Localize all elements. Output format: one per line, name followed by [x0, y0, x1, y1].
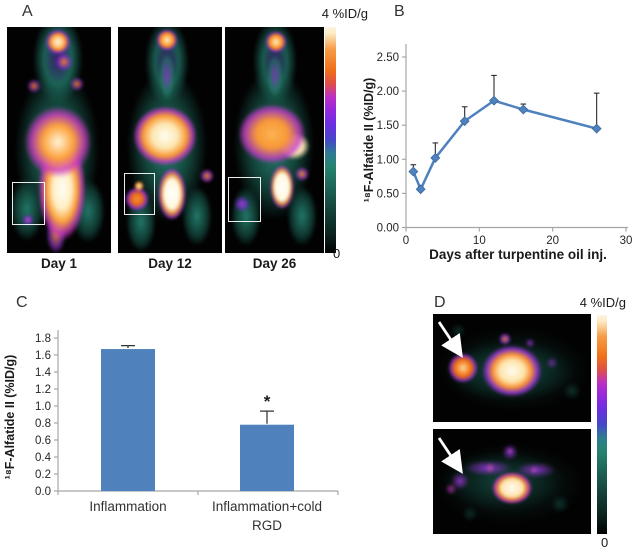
pet-scan-day26	[225, 27, 324, 253]
pet-scan-transverse-1	[433, 314, 591, 422]
significance-asterisk: *	[264, 392, 271, 411]
y-tick-label: 1.00	[377, 154, 399, 166]
scan-caption-day12: Day 12	[148, 256, 192, 271]
y-tick-label: 0.4	[35, 452, 52, 464]
category-label: Inflammation	[89, 499, 166, 514]
pet-image-day1	[7, 27, 111, 253]
y-tick-label: 0.00	[377, 223, 399, 235]
y-axis-title: ¹⁸F-Alfatide II (%ID/g)	[3, 355, 17, 480]
data-markers	[408, 95, 602, 195]
scan-column-day26: Day 26	[225, 27, 324, 271]
diamond-marker	[408, 166, 419, 177]
bar-chart-blocking: 0.0 0.2 0.4 0.6 0.8 1.0 1.2 1.4 1.6 1.8 Inflammati…	[3, 330, 339, 533]
roi-box-day12	[124, 173, 155, 215]
colorbar-a-min-label: 0	[333, 246, 341, 261]
diamond-marker	[591, 123, 602, 134]
line-chart-uptake-over-time: 0.00 0.50 1.00 1.50 2.00 2.50 0 10 20 30 Days afte…	[362, 44, 633, 262]
scan-column-day1: Day 1	[7, 27, 111, 271]
pet-scan-day1	[7, 27, 111, 253]
bar	[101, 349, 155, 491]
y-tick-label: 0.6	[35, 435, 51, 447]
scan-caption-day26: Day 26	[252, 256, 297, 271]
x-tick-label: 20	[546, 235, 559, 247]
x-tick-label: 30	[620, 235, 633, 247]
scan-caption-day1: Day 1	[40, 256, 78, 271]
category-label: RGD	[252, 518, 282, 533]
y-axis-title: ¹⁸F-Alfatide II (%ID/g)	[362, 78, 376, 203]
pet-image-day12	[118, 27, 222, 253]
arrow-icon	[437, 321, 463, 358]
diamond-marker	[459, 116, 470, 127]
colorbar-d	[597, 315, 607, 534]
diamond-marker	[489, 95, 499, 106]
diamond-marker	[415, 184, 426, 195]
pet-scan-day12	[118, 27, 222, 253]
panel-b-label: B	[394, 3, 405, 20]
y-tick-label: 0.50	[377, 188, 399, 200]
error-bars	[410, 74, 600, 190]
colorbar-d-min-label: 0	[601, 535, 609, 548]
pet-scan-transverse-2	[433, 429, 591, 534]
x-tick-label: 0	[403, 235, 409, 247]
y-tick-label: 0.8	[35, 418, 51, 430]
colorbar-a	[325, 27, 336, 253]
y-tick-label: 2.00	[377, 86, 399, 98]
y-tick-label: 1.4	[35, 367, 52, 379]
axes: 0.00 0.50 1.00 1.50 2.00 2.50 0 10 20 30	[377, 44, 633, 247]
x-axis-title: Days after turpentine oil inj.	[429, 247, 607, 262]
panel-a-label: A	[22, 3, 33, 20]
panel-d-label: D	[434, 294, 446, 311]
y-tick-label: 2.50	[377, 52, 399, 64]
diamond-marker	[430, 152, 441, 163]
x-tick-label: 10	[473, 235, 486, 247]
diamond-marker	[518, 104, 529, 115]
pet-image-day26	[225, 27, 324, 253]
y-tick-label: 1.8	[35, 333, 51, 345]
bar	[240, 424, 294, 491]
panel-c-label: C	[16, 294, 28, 311]
y-tick-label: 1.6	[35, 350, 51, 362]
y-tick-label: 0.0	[35, 486, 51, 498]
pet-image-transverse-1	[433, 314, 591, 422]
roi-box-day1	[12, 182, 45, 225]
y-tick-label: 1.50	[377, 120, 399, 132]
colorbar-a-max-label: 4 %ID/g	[321, 6, 368, 21]
arrow-icon	[437, 437, 463, 474]
y-tick-label: 1.2	[35, 384, 51, 396]
scan-column-day12: Day 12	[118, 27, 222, 271]
y-tick-label: 0.2	[35, 469, 51, 481]
data-series-line	[412, 99, 597, 191]
pet-image-transverse-2	[433, 429, 591, 534]
colorbar-d-max-label: 4 %ID/g	[579, 295, 626, 310]
y-tick-label: 1.0	[35, 401, 51, 413]
roi-box-day26	[228, 177, 261, 222]
category-label: Inflammation+cold	[212, 499, 322, 514]
